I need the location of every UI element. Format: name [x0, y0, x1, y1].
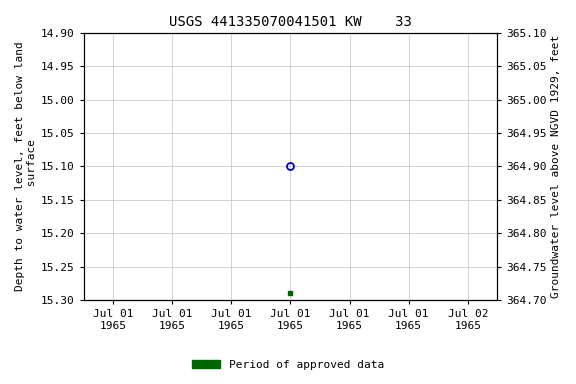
- Y-axis label: Depth to water level, feet below land
 surface: Depth to water level, feet below land su…: [15, 41, 37, 291]
- Y-axis label: Groundwater level above NGVD 1929, feet: Groundwater level above NGVD 1929, feet: [551, 35, 561, 298]
- Title: USGS 441335070041501 KW    33: USGS 441335070041501 KW 33: [169, 15, 412, 29]
- Legend: Period of approved data: Period of approved data: [188, 356, 388, 375]
